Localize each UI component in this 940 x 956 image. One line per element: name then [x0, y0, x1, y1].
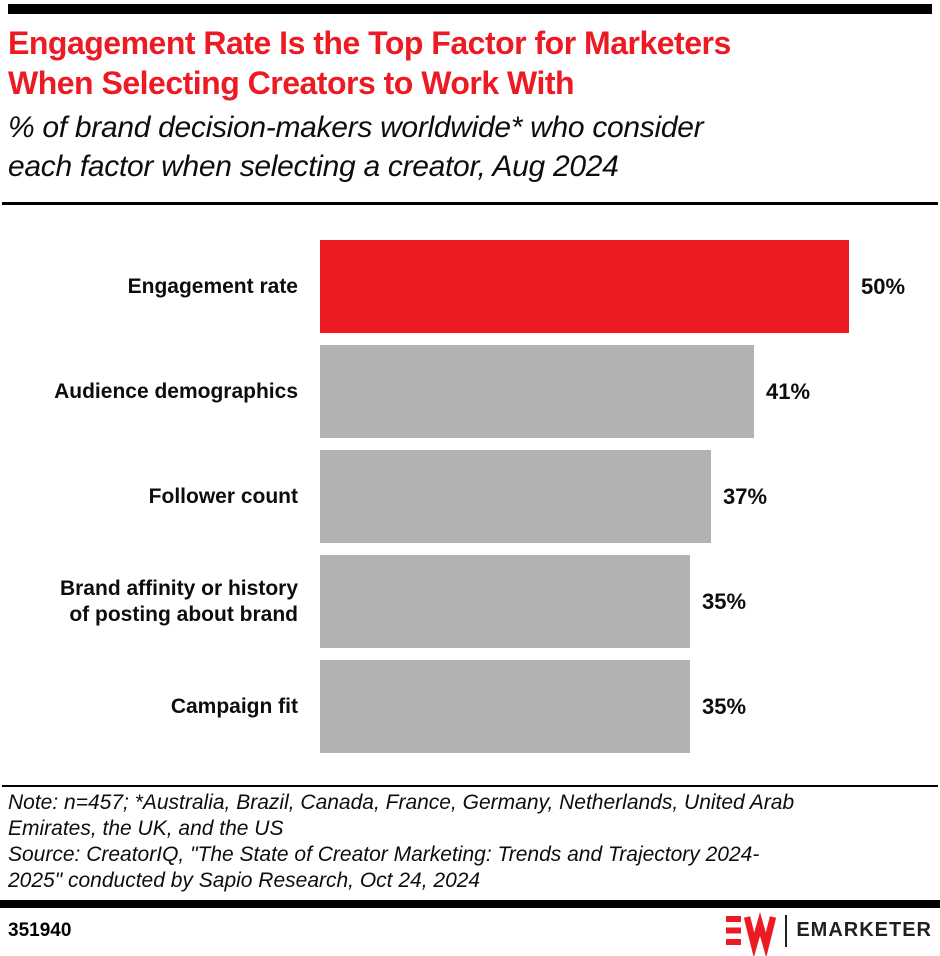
value-label: 50%	[861, 273, 906, 299]
header-divider	[2, 202, 938, 205]
page-title: Engagement Rate Is the Top Factor for Ma…	[8, 25, 731, 101]
category-label: Campaign fit	[170, 694, 298, 718]
bar-track: 35%	[320, 660, 940, 753]
logo-divider	[785, 914, 788, 947]
bar-track: 37%	[320, 450, 940, 543]
notes-block: Note: n=457; *Australia, Brazil, Canada,…	[8, 790, 932, 894]
bar-row: Brand affinity or history of posting abou…	[0, 555, 940, 648]
bar-track: 35%	[320, 555, 940, 648]
notes-divider	[2, 785, 938, 787]
bar	[320, 345, 754, 438]
bar-row: Follower count 37%	[0, 450, 940, 543]
bottom-accent-bar	[0, 900, 940, 908]
bar-row: Campaign fit 35%	[0, 660, 940, 753]
brand-lockup: EMARKETER	[726, 912, 932, 956]
bar-row: Audience demographics 41%	[0, 345, 940, 438]
category-label: Audience demographics	[54, 379, 298, 403]
page-subtitle: % of brand decision-makers worldwide* wh…	[8, 111, 704, 183]
bar	[320, 660, 690, 753]
category-label: Brand affinity or history of posting abou…	[59, 576, 298, 626]
value-label: 35%	[702, 693, 747, 719]
bar-track: 41%	[320, 345, 940, 438]
emarketer-logo-icon	[726, 912, 777, 956]
bar-row: Engagement rate 50%	[0, 240, 940, 333]
bar	[320, 240, 849, 333]
source-text: Source: CreatorIQ, "The State of Creator…	[8, 843, 760, 892]
bar	[320, 555, 690, 648]
value-label: 37%	[723, 483, 768, 509]
chart-id: 351940	[8, 919, 72, 941]
top-accent-bar	[8, 4, 932, 14]
bar-track: 50%	[320, 240, 940, 333]
footer: 351940 EMARKETER	[8, 912, 932, 956]
category-label: Follower count	[148, 484, 298, 508]
bar	[320, 450, 711, 543]
brand-name: EMARKETER	[796, 919, 932, 941]
category-label: Engagement rate	[127, 274, 298, 298]
value-label: 35%	[702, 588, 747, 614]
note-text: Note: n=457; *Australia, Brazil, Canada,…	[8, 791, 795, 840]
value-label: 41%	[766, 378, 811, 404]
bar-chart: Engagement rate 50% Audience demographics 4…	[0, 240, 940, 753]
